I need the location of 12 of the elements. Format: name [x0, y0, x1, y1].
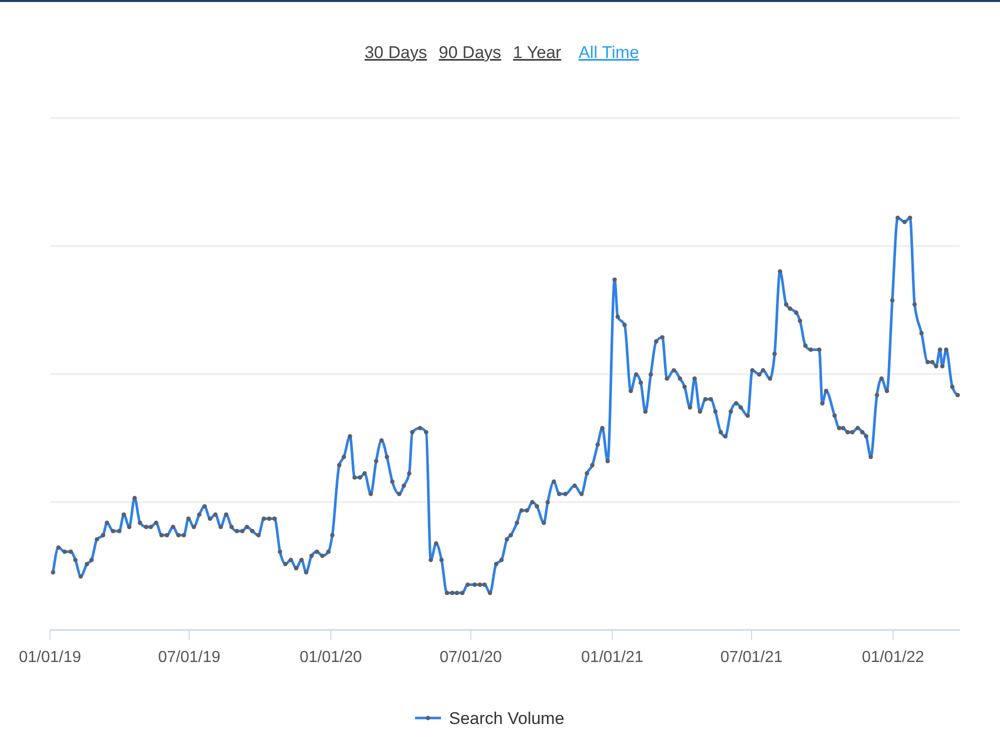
x-tick-label: 01/01/19	[18, 649, 82, 666]
text: All Time	[578, 43, 640, 62]
text: 90 Days	[438, 43, 502, 62]
x-tick-label: 07/01/19	[158, 649, 220, 666]
x-tick-label: 01/01/21	[581, 649, 644, 666]
x-tick-label: 07/01/20	[440, 649, 502, 666]
x-tick-label: 07/01/21	[720, 649, 783, 666]
x-tick-label: 01/01/22	[862, 649, 924, 666]
text: 1 Year	[513, 43, 562, 62]
x-tick-label: 01/01/20	[300, 649, 362, 666]
legend-label: Search Volume	[449, 709, 564, 728]
text: 30 Days	[364, 43, 427, 62]
